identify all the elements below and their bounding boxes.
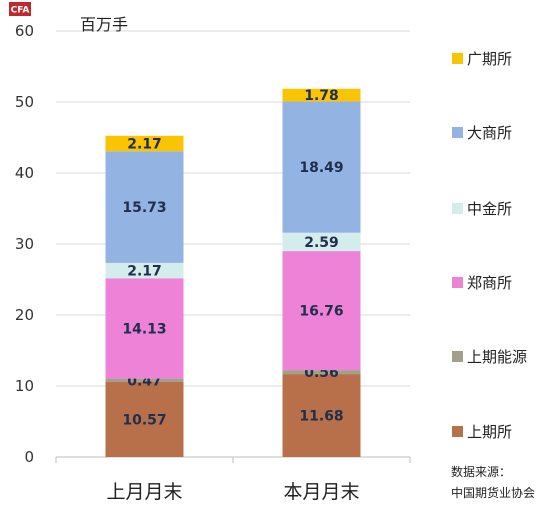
bar-segment bbox=[282, 374, 361, 457]
source-label: 数据来源： bbox=[451, 464, 511, 479]
bar-segment bbox=[282, 88, 361, 102]
bar-segment bbox=[282, 370, 361, 375]
bar-segment bbox=[105, 278, 184, 379]
legend-swatch bbox=[452, 127, 463, 138]
y-tick-label: 10 bbox=[15, 377, 34, 395]
data-label: 15.73 bbox=[122, 200, 166, 216]
legend-swatch bbox=[452, 351, 463, 362]
y-tick-label: 50 bbox=[15, 93, 34, 111]
logo-text: CFA bbox=[11, 6, 30, 16]
legend-label: 中金所 bbox=[467, 200, 512, 218]
x-category-label: 上月月末 bbox=[106, 481, 182, 503]
bar-segment bbox=[282, 101, 361, 233]
y-tick-label: 20 bbox=[15, 306, 34, 324]
y-tick-label: 60 bbox=[15, 22, 34, 40]
data-label: 14.13 bbox=[122, 321, 166, 337]
legend-label: 大商所 bbox=[467, 124, 512, 142]
data-label: 11.68 bbox=[299, 409, 343, 425]
logo-mark bbox=[9, 2, 31, 16]
y-tick-label: 0 bbox=[24, 448, 34, 466]
data-label: 10.57 bbox=[122, 412, 166, 428]
bar-segment bbox=[105, 262, 184, 279]
legend-swatch bbox=[452, 426, 463, 437]
bar-segment bbox=[105, 378, 184, 382]
data-label: 2.17 bbox=[127, 264, 162, 280]
data-label: 2.59 bbox=[304, 235, 339, 251]
legend-label: 广期所 bbox=[467, 50, 512, 68]
legend-label: 上期所 bbox=[467, 423, 512, 441]
source-value: 中国期货业协会 bbox=[451, 485, 535, 500]
bar-segment bbox=[105, 151, 184, 263]
data-label: 16.76 bbox=[299, 304, 343, 320]
legend-label: 上期能源 bbox=[467, 348, 527, 366]
data-label: 1.78 bbox=[304, 88, 339, 104]
x-category-label: 本月月末 bbox=[283, 481, 359, 503]
bar-segment bbox=[282, 232, 361, 252]
legend-swatch bbox=[452, 53, 463, 64]
data-label: 18.49 bbox=[299, 160, 343, 176]
legend-swatch bbox=[452, 277, 463, 288]
legend-label: 郑商所 bbox=[467, 274, 512, 292]
bar-segment bbox=[105, 135, 184, 152]
data-label: 2.17 bbox=[127, 136, 162, 152]
legend-swatch bbox=[452, 203, 463, 214]
y-tick-label: 40 bbox=[15, 164, 34, 182]
bar-segment bbox=[282, 251, 361, 371]
y-axis-unit-label: 百万手 bbox=[80, 15, 128, 34]
bar-segment bbox=[105, 381, 184, 457]
y-tick-label: 30 bbox=[15, 235, 34, 253]
